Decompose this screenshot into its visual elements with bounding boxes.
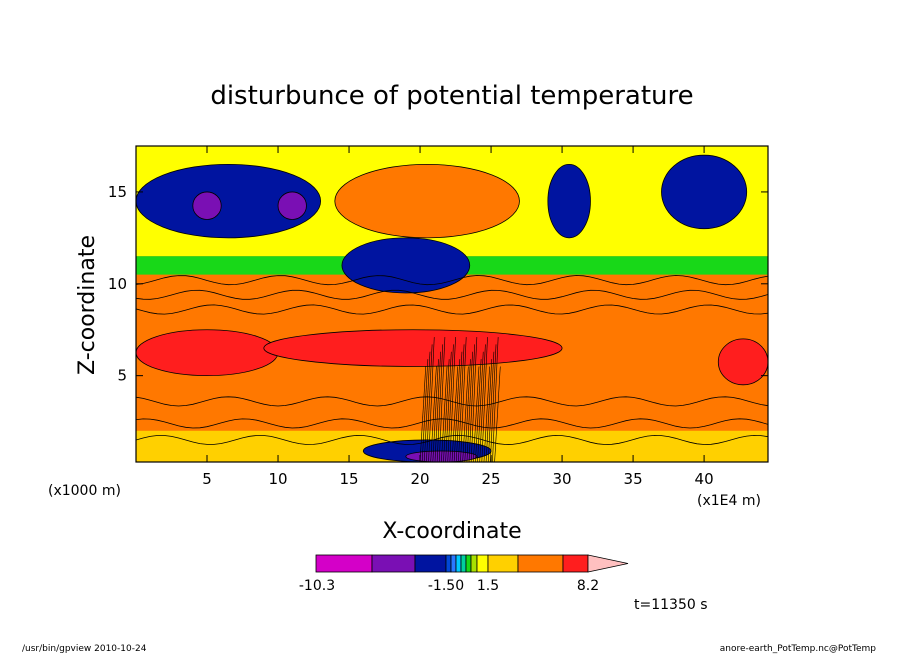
convective-streak (455, 351, 463, 462)
colorbar-tick-4: 8.2 (577, 578, 599, 594)
convective-streak (481, 337, 488, 462)
region-violet-cell-mid (277, 191, 307, 220)
convective-streak (441, 366, 448, 462)
colorbar-swatch (517, 554, 564, 573)
convective-streak (447, 344, 454, 462)
convective-streak (462, 366, 469, 462)
colorbar-arrow (587, 554, 629, 573)
x-axis-title: X-coordinate (382, 519, 521, 544)
colorbar-swatch (450, 554, 457, 573)
contour-line (136, 289, 768, 300)
convective-streak (445, 351, 452, 462)
convective-streak (460, 337, 467, 462)
convective-streak (453, 359, 461, 462)
colorbar-swatch (414, 554, 447, 573)
x-tick-label: 40 (695, 470, 714, 488)
x-tick-label: 30 (553, 470, 572, 488)
convective-streak (479, 344, 486, 462)
region-violet-cell-left (192, 191, 222, 220)
contour-line (136, 304, 768, 315)
region-blue-cell-right (547, 163, 591, 239)
x-tick-label: 5 (202, 470, 212, 488)
x-tick-label: 20 (410, 470, 429, 488)
convective-streak (487, 351, 495, 462)
colorbar-swatch (465, 554, 472, 573)
convective-streak (421, 359, 429, 462)
footer-right: anore-earth_PotTemp.nc@PotTemp (720, 644, 877, 654)
convective-streak (468, 344, 476, 462)
region-surface-violet (405, 450, 478, 462)
y-tick-label: 5 (117, 367, 127, 385)
y-tick-label: 10 (108, 275, 127, 293)
x-scale-label: (x1E4 m) (697, 493, 761, 509)
chart-title: disturbunce of potential temperature (210, 81, 693, 111)
convective-streak (485, 359, 493, 462)
convective-streak (434, 351, 441, 462)
x-tick-label: 35 (624, 470, 643, 488)
convective-streak (443, 359, 450, 462)
convective-streak (494, 366, 501, 462)
convective-streak (430, 366, 437, 462)
y-axis: 5 10 15 (108, 183, 768, 385)
convective-streak (475, 359, 482, 462)
convective-streak (470, 337, 478, 462)
convective-streak (477, 351, 484, 462)
convective-streak (492, 337, 499, 462)
x-tick-label: 10 (268, 470, 287, 488)
colorbar-tick-1: -10.3 (299, 578, 335, 594)
region-blue-cell-far-right (661, 154, 748, 230)
colorbar-swatch (445, 554, 452, 573)
convective-streak (490, 344, 497, 462)
colorbar-tick-2: -1.50 (428, 578, 464, 594)
colorbar-swatch (487, 554, 519, 573)
convective-streak (419, 366, 427, 462)
colorbar-swatch (460, 554, 467, 573)
convective-streak (438, 337, 446, 462)
region-blue-left-upper (136, 163, 322, 239)
colorbar-swatch (562, 554, 589, 573)
convective-streak (458, 344, 465, 462)
convective-streak (466, 351, 473, 462)
region-orange-anvil (334, 163, 520, 239)
colorbar-swatch (470, 554, 478, 573)
colorbar-swatch (455, 554, 462, 573)
convective-streak (436, 344, 444, 462)
region-mid-warm-red-left (136, 329, 279, 377)
convective-streak (473, 366, 480, 462)
x-tick-label: 15 (339, 470, 358, 488)
colorbar-swatch (371, 554, 416, 573)
convective-streak (426, 344, 433, 462)
plot-frame (135, 145, 769, 463)
contour-field (136, 146, 768, 462)
colorbar-swatch (315, 554, 373, 573)
x-tick-label: 25 (482, 470, 501, 488)
region-mid-warm-red-right (717, 338, 768, 386)
convective-streak (424, 351, 431, 462)
convective-streak (428, 337, 435, 462)
convective-streak (432, 359, 439, 462)
region-mid-warm-red-center (263, 329, 563, 367)
convective-streak (451, 366, 458, 462)
contour-line (136, 434, 768, 445)
region-navy-anvil-base (341, 237, 471, 294)
time-label: t=11350 s (634, 597, 708, 613)
convective-streak (449, 337, 456, 462)
contour-line (136, 275, 768, 286)
y-axis-title: Z-coordinate (75, 235, 100, 375)
footer-left: /usr/bin/gpview 2010-10-24 (22, 644, 147, 654)
y-tick-label: 15 (108, 183, 127, 201)
colorbar (315, 554, 629, 573)
convective-streak (464, 359, 471, 462)
colorbar-tick-3: 1.5 (477, 578, 499, 594)
colorbar-swatch (476, 554, 489, 573)
convective-streak (483, 366, 490, 462)
x-unit-label: (x1000 m) (48, 483, 121, 499)
x-axis: 5 10 15 20 25 30 35 40 (202, 146, 714, 488)
contour-line (136, 396, 768, 407)
